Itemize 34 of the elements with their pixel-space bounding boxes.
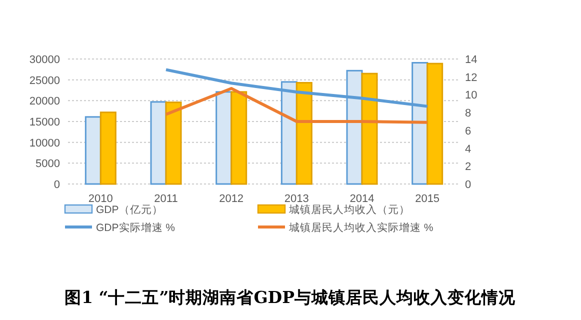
y2-tick-label: 2	[465, 161, 472, 174]
bar	[296, 82, 312, 185]
bar	[150, 101, 167, 185]
bar	[165, 102, 182, 185]
y-tick-label: 0	[54, 179, 60, 191]
y2-tick-label: 0	[465, 179, 472, 191]
x-tick-label: 2011	[154, 193, 178, 205]
y-tick-label: 15000	[29, 116, 60, 128]
text: 图1 “十二五”时期湖南省GDP与城镇居民人均收入变化情况	[64, 288, 517, 307]
x-tick-label: 2012	[219, 193, 244, 205]
legend-label: GDP（亿元）	[96, 204, 163, 216]
bar	[84, 116, 102, 185]
x-tick-label: 2013	[284, 193, 309, 205]
y2-tick-label: 12	[465, 72, 478, 84]
bar	[361, 72, 378, 185]
x-tick-label: 2015	[415, 193, 440, 205]
y2-tick-label: 6	[465, 125, 472, 138]
bar	[100, 112, 116, 185]
x-tick-label: 2014	[350, 193, 374, 205]
y2-tick-label: 10	[465, 90, 478, 102]
y-tick-label: 25000	[29, 74, 60, 87]
legend-label: 城镇居民人均收入（元）	[288, 203, 410, 216]
y-tick-label: 10000	[29, 137, 60, 150]
bar	[426, 62, 444, 185]
legend-label: GDP实际增速 %	[96, 221, 176, 234]
y-tick-label: 30000	[29, 54, 60, 66]
y2-tick-label: 8	[465, 108, 472, 120]
y-tick-label: 5000	[36, 158, 60, 170]
y2-tick-label: 14	[465, 54, 478, 66]
y-tick-label: 20000	[29, 96, 60, 108]
bar	[230, 91, 248, 185]
legend-label: 城镇居民人均收入实际增速 %	[288, 221, 434, 234]
y2-tick-label: 4	[465, 143, 472, 156]
x-tick-label: 2010	[88, 193, 113, 205]
